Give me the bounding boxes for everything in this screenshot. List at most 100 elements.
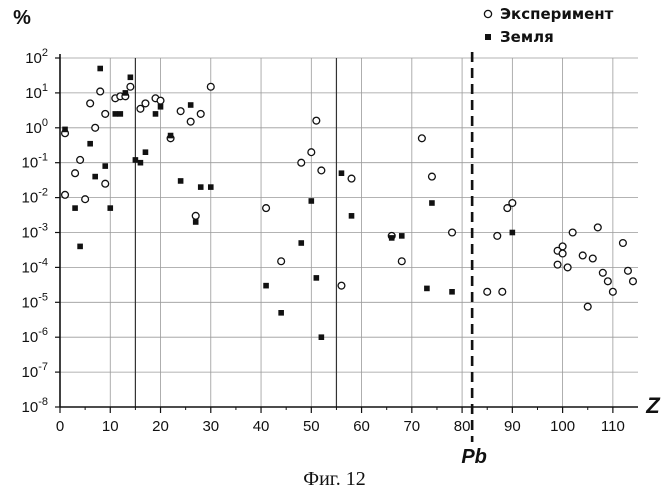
x-tick-label: 20 — [152, 418, 169, 435]
legend-label: Эксперимент — [500, 5, 614, 23]
y-tick-label: 10-7 — [22, 361, 48, 381]
y-tick-label: 102 — [25, 47, 48, 67]
data-point-earth — [429, 200, 435, 206]
data-point-experiment — [72, 170, 79, 177]
data-point-earth — [349, 213, 355, 219]
x-tick-label: 50 — [303, 418, 320, 435]
tick-labels: 10210110010-110-210-310-410-510-610-710-… — [22, 47, 625, 435]
y-tick-label: 10-1 — [22, 152, 48, 172]
data-point-experiment — [559, 250, 566, 257]
y-axis-label: % — [13, 7, 31, 29]
data-point-earth — [138, 160, 144, 166]
data-point-earth — [92, 174, 98, 180]
data-point-experiment — [348, 175, 355, 182]
legend-marker-experiment — [484, 10, 491, 17]
data-point-experiment — [599, 269, 606, 276]
data-point-earth — [72, 205, 78, 211]
data-point-experiment — [87, 100, 94, 107]
figure-caption: Фиг. 12 — [0, 468, 669, 491]
y-tick-label: 101 — [25, 82, 48, 102]
data-point-experiment — [97, 88, 104, 95]
data-point-earth — [143, 149, 149, 155]
data-point-earth — [193, 219, 199, 225]
data-point-experiment — [298, 159, 305, 166]
data-point-earth — [389, 235, 395, 241]
data-point-experiment — [569, 229, 576, 236]
data-point-experiment — [449, 229, 456, 236]
y-tick-label: 10-8 — [22, 396, 48, 416]
legend-marker-earth — [485, 34, 491, 40]
data-point-experiment — [142, 100, 149, 107]
data-point-experiment — [197, 111, 204, 118]
data-point-experiment — [318, 167, 325, 174]
data-point-earth — [97, 66, 103, 72]
x-tick-label: 90 — [504, 418, 521, 435]
data-point-earth — [208, 184, 214, 190]
y-tick-label: 10-5 — [22, 291, 48, 311]
x-tick-label: 100 — [550, 418, 575, 435]
x-axis-label: Z — [645, 393, 661, 418]
data-point-experiment — [278, 258, 285, 265]
data-point-earth — [102, 163, 108, 169]
y-tick-label: 100 — [25, 117, 48, 137]
data-point-experiment — [62, 191, 69, 198]
data-point-experiment — [499, 288, 506, 295]
data-point-experiment — [77, 157, 84, 164]
data-point-experiment — [338, 282, 345, 289]
data-point-earth — [87, 141, 93, 147]
y-tick-label: 10-4 — [22, 256, 48, 276]
data-point-earth — [510, 230, 516, 236]
data-point-earth — [112, 111, 118, 117]
data-point-experiment — [584, 303, 591, 310]
data-point-experiment — [127, 83, 134, 90]
data-point-experiment — [429, 173, 436, 180]
x-tick-label: 10 — [102, 418, 119, 435]
data-point-earth — [77, 244, 83, 250]
data-point-experiment — [509, 200, 516, 207]
data-point-earth — [107, 205, 113, 211]
x-tick-label: 110 — [601, 418, 625, 435]
y-tick-label: 10-3 — [22, 222, 48, 242]
data-point-experiment — [620, 240, 627, 247]
data-point-earth — [424, 286, 430, 292]
grid-layer — [60, 58, 638, 407]
data-point-experiment — [102, 180, 109, 187]
data-point-earth — [178, 178, 184, 184]
data-point-experiment — [559, 243, 566, 250]
x-tick-label: 60 — [353, 418, 370, 435]
y-tick-label: 10-6 — [22, 326, 48, 346]
data-point-experiment — [494, 232, 501, 239]
data-point-earth — [399, 233, 405, 239]
data-point-experiment — [157, 97, 164, 104]
data-point-earth — [133, 157, 139, 163]
data-point-experiment — [313, 117, 320, 124]
data-point-experiment — [263, 205, 270, 212]
pb-label: Pb — [461, 446, 487, 468]
data-point-experiment — [308, 149, 315, 156]
x-tick-label: 40 — [253, 418, 270, 435]
data-point-earth — [314, 275, 320, 281]
data-point-earth — [128, 74, 134, 80]
data-point-earth — [158, 104, 164, 110]
data-point-experiment — [192, 212, 199, 219]
data-point-experiment — [554, 261, 561, 268]
data-points — [62, 66, 637, 340]
data-point-experiment — [418, 135, 425, 142]
data-point-earth — [153, 111, 159, 117]
legend: ЭкспериментЗемля — [484, 5, 613, 46]
data-point-experiment — [625, 267, 632, 274]
data-point-earth — [123, 90, 129, 96]
data-point-earth — [188, 102, 194, 108]
data-point-experiment — [589, 255, 596, 262]
data-point-experiment — [187, 118, 194, 125]
data-point-experiment — [102, 111, 109, 118]
data-point-experiment — [82, 196, 89, 203]
data-point-experiment — [177, 108, 184, 115]
data-point-experiment — [564, 264, 571, 271]
x-tick-label: 30 — [202, 418, 219, 435]
data-point-earth — [62, 127, 68, 133]
x-tick-label: 0 — [56, 418, 64, 435]
data-point-earth — [339, 170, 345, 176]
data-point-experiment — [484, 288, 491, 295]
